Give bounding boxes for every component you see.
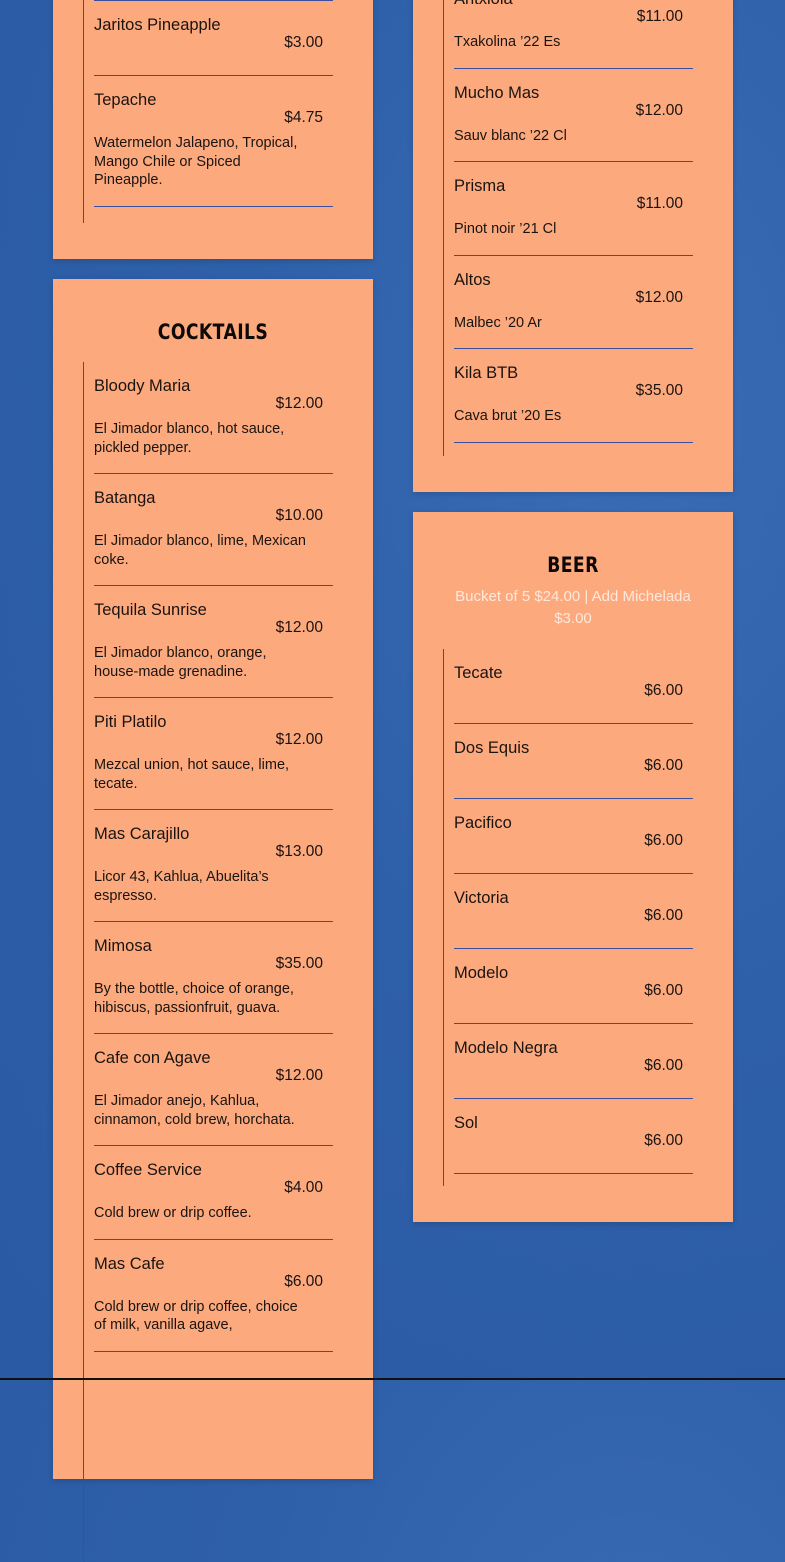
cocktails-card: COCKTAILS Bloody Maria $12.00 El Jimador b… [53, 279, 373, 1562]
menu-item: Altos $12.00 Malbec ’20 Ar [454, 256, 693, 349]
divider [94, 0, 333, 1]
item-price: $10.00 [275, 507, 323, 524]
menu-item: Modelo $6.00 [454, 949, 693, 1024]
item-name: Tequila Sunrise [94, 601, 207, 619]
soft-drinks-list: Jaritos Pineapple $3.00 Tepache $4.75 Waterm… [83, 0, 334, 223]
item-price: $35.00 [275, 955, 323, 972]
item-name: Pacifico [454, 814, 512, 832]
menu-item: Mimosa $35.00 By the bottle, choice of ora… [94, 922, 333, 1034]
item-name: Altos [454, 270, 491, 289]
item-description: Txakolina ’22 Es [454, 34, 561, 50]
item-name: Antxiola [454, 0, 693, 10]
item-name: Mas Carajillo [94, 825, 190, 843]
item-description: Pinot noir ’21 Cl [454, 221, 557, 237]
item-description: Cava brut ’20 Es [454, 408, 562, 424]
item-price: $12.00 [275, 731, 323, 748]
item-price: $12.00 [275, 395, 323, 412]
cocktails-list: Bloody Maria $12.00 El Jimador blanco, hot… [83, 362, 334, 1562]
item-name: Modelo Negra [454, 1039, 558, 1057]
menu-item: Tequila Sunrise $12.00 El Jimador blanco, … [94, 586, 333, 698]
item-price: $3.00 [284, 34, 323, 51]
item-price: $11.00 [636, 195, 683, 212]
item-name: Mimosa [94, 937, 152, 955]
beer-card: BEER Bucket of 5 $24.00 | Add Michelada … [413, 512, 733, 1222]
item-description: El Jimador blanco, lime, Mexican coke. [94, 533, 306, 568]
item-name: Prisma [454, 177, 506, 195]
item-name: Tepache [94, 91, 157, 109]
item-price: $12.00 [275, 619, 323, 636]
item-name: Sol [454, 1114, 478, 1132]
item-price: $6.00 [644, 832, 683, 849]
item-price: $6.00 [644, 982, 683, 999]
item-price: $6.00 [644, 682, 683, 699]
menu-item: Cafe con Agave $12.00 El Jimador anejo, Ka… [94, 1034, 333, 1146]
item-name: Coffee Service [94, 1161, 202, 1179]
item-description: Licor 43, Kahlua, Abuelita’s espresso. [94, 869, 269, 904]
item-description: Malbec ’20 Ar [454, 314, 542, 331]
item-description: Cold brew or drip coffee. [94, 1205, 252, 1221]
item-name: Batanga [94, 489, 156, 507]
item-description: Cold brew or drip coffee, choice of milk… [94, 1298, 298, 1334]
item-description: El Jimador blanco, hot sauce, pickled pe… [94, 421, 285, 456]
item-description: El Jimador anejo, Kahlua, cinnamon, cold… [94, 1093, 295, 1128]
section-subtitle: Bucket of 5 $24.00 | Add Michelada $3.00 [455, 588, 691, 627]
menu-item: Mucho Mas $12.00 Sauv blanc ’22 Cl [454, 69, 693, 162]
item-name: Kila BTB [454, 364, 519, 382]
menu-item: Batanga $10.00 El Jimador blanco, lime, Me… [94, 474, 333, 586]
menu-item: Dos Equis $6.00 [454, 724, 693, 799]
item-description: By the bottle, choice of orange, hibiscu… [94, 981, 294, 1016]
menu-item: Pacifico $6.00 [454, 799, 693, 874]
menu-item: Bloody Maria $12.00 El Jimador blanco, hot… [94, 362, 333, 474]
item-name: Victoria [454, 889, 509, 907]
item-price: $13.00 [275, 843, 323, 860]
item-description: Sauv blanc ’22 Cl [454, 127, 567, 144]
menu-item: Antxiola$11.00 Txakolina ’22 Es [454, 0, 693, 69]
menu-item: Coffee Service $4.00 Cold brew or drip cof… [94, 1146, 333, 1240]
item-price: $12.00 [635, 101, 683, 119]
menu-item: Kila BTB $35.00 Cava brut ’20 Es [454, 349, 693, 443]
menu-item: Tecate $6.00 [454, 649, 693, 724]
item-price: $6.00 [644, 1057, 683, 1074]
bottom-edge [0, 1378, 785, 1380]
section-title: BEER [547, 553, 599, 577]
soft-drinks-card: Jaritos Pineapple $3.00 Tepache $4.75 Waterm… [53, 0, 373, 259]
section-title: COCKTAILS [157, 320, 269, 344]
menu-item: Piti Platilo $12.00 Mezcal union, hot sauc… [94, 698, 333, 810]
item-price: $11.00 [636, 8, 683, 25]
menu-item: Mas Cafe $6.00 Cold brew or drip coffee, c… [94, 1240, 333, 1352]
item-name: Modelo [454, 964, 509, 982]
item-price: $6.00 [284, 1272, 323, 1290]
item-name: Tecate [454, 664, 503, 682]
item-name: Mucho Mas [454, 83, 540, 102]
item-price: $35.00 [635, 382, 683, 399]
menu-item: Sol $6.00 [454, 1099, 693, 1174]
menu-item: Victoria $6.00 [454, 874, 693, 949]
item-description: Watermelon Jalapeno, Tropical, Mango Chi… [94, 135, 298, 188]
item-price: $6.00 [644, 907, 683, 924]
item-name: Piti Platilo [94, 713, 167, 731]
beer-list: Tecate $6.00 Dos Equis $6.00 Pacifico $6.00 Vi… [443, 649, 694, 1186]
menu-item: Prisma $11.00 Pinot noir ’21 Cl [454, 162, 693, 256]
item-price: $6.00 [644, 1132, 683, 1149]
item-price: $4.00 [284, 1179, 323, 1196]
item-price: $4.75 [284, 109, 323, 126]
menu-item: Mas Carajillo $13.00 Licor 43, Kahlua, Abu… [94, 810, 333, 922]
item-name: Jaritos Pineapple [94, 16, 221, 34]
item-name: Dos Equis [454, 739, 530, 757]
item-description: El Jimador blanco, orange, house-made gr… [94, 645, 267, 680]
item-name: Cafe con Agave [94, 1049, 211, 1067]
item-price: $6.00 [644, 757, 683, 774]
menu-item: Modelo Negra $6.00 [454, 1024, 693, 1099]
item-description: Mezcal union, hot sauce, lime, tecate. [94, 757, 290, 792]
item-name: Mas Cafe [94, 1254, 165, 1273]
item-name: Bloody Maria [94, 377, 191, 395]
menu-item: Tepache $4.75 Watermelon Jalapeno, Tropica… [94, 76, 333, 207]
menu-item: Jaritos Pineapple $3.00 [94, 1, 333, 76]
item-price: $12.00 [635, 288, 683, 306]
item-price: $12.00 [275, 1067, 323, 1084]
